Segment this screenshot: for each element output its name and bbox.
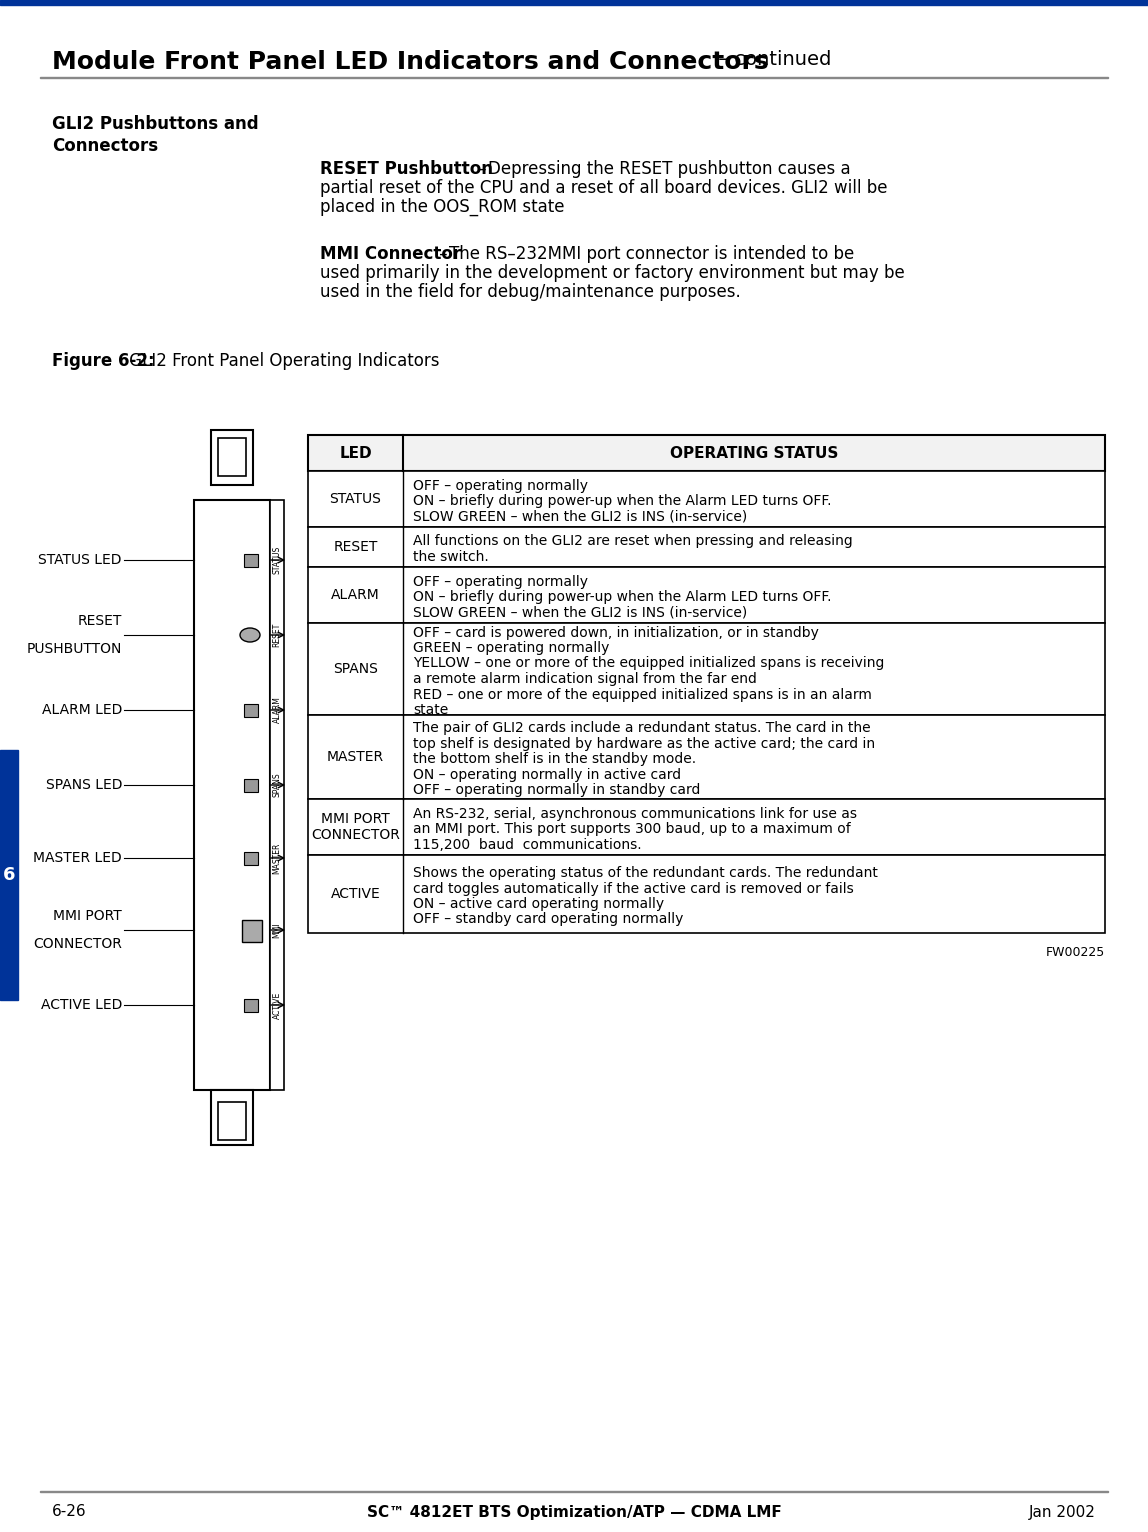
Text: All functions on the GLI2 are reset when pressing and releasing: All functions on the GLI2 are reset when… (413, 535, 853, 548)
Text: Shows the operating status of the redundant cards. The redundant: Shows the operating status of the redund… (413, 866, 878, 879)
Text: CONNECTOR: CONNECTOR (33, 938, 122, 951)
Text: RESET Pushbutton: RESET Pushbutton (320, 159, 492, 178)
Text: partial reset of the CPU and a reset of all board devices. GLI2 will be: partial reset of the CPU and a reset of … (320, 179, 887, 198)
Text: STATUS LED: STATUS LED (39, 553, 122, 567)
Text: ACTIVE LED: ACTIVE LED (40, 997, 122, 1013)
Bar (308, 855, 1106, 933)
Text: the switch.: the switch. (413, 550, 489, 564)
Text: MMI PORT
CONNECTOR: MMI PORT CONNECTOR (311, 812, 400, 843)
Text: ACTIVE: ACTIVE (272, 991, 281, 1019)
Text: SPANS: SPANS (272, 772, 281, 797)
Text: STATUS: STATUS (272, 545, 281, 574)
Text: state: state (413, 703, 448, 717)
Text: SLOW GREEN – when the GLI2 is INS (in-service): SLOW GREEN – when the GLI2 is INS (in-se… (413, 510, 747, 524)
Text: top shelf is designated by hardware as the active card; the card in: top shelf is designated by hardware as t… (413, 737, 875, 751)
Text: card toggles automatically if the active card is removed or fails: card toggles automatically if the active… (413, 881, 854, 896)
Text: RESET: RESET (272, 624, 281, 647)
Text: –: – (434, 245, 452, 264)
Text: Connectors: Connectors (52, 136, 158, 155)
Text: LED: LED (339, 446, 372, 461)
Text: 115,200  baud  communications.: 115,200 baud communications. (413, 838, 642, 852)
Text: GREEN – operating normally: GREEN – operating normally (413, 640, 610, 656)
Text: placed in the OOS_ROM state: placed in the OOS_ROM state (320, 198, 565, 216)
Bar (308, 715, 1106, 800)
Text: MMI: MMI (272, 922, 281, 938)
Text: GLI2 Pushbuttons and: GLI2 Pushbuttons and (52, 115, 258, 133)
Text: MMI Connector: MMI Connector (320, 245, 461, 264)
Text: ON – operating normally in active card: ON – operating normally in active card (413, 768, 681, 781)
Text: SPANS: SPANS (333, 662, 378, 676)
Text: ACTIVE: ACTIVE (331, 887, 380, 901)
Text: SC™ 4812ET BTS Optimization/ATP — CDMA LMF: SC™ 4812ET BTS Optimization/ATP — CDMA L… (366, 1504, 782, 1520)
Bar (245, 999, 258, 1013)
Bar (0, 751, 18, 1000)
Text: ALARM: ALARM (272, 697, 281, 723)
Text: RESET: RESET (333, 539, 378, 555)
Text: MASTER LED: MASTER LED (33, 850, 122, 866)
Text: Module Front Panel LED Indicators and Connectors: Module Front Panel LED Indicators and Co… (52, 51, 769, 74)
Text: OFF – card is powered down, in initialization, or in standby: OFF – card is powered down, in initializ… (413, 625, 819, 639)
Bar (245, 852, 258, 866)
Text: SLOW GREEN – when the GLI2 is INS (in-service): SLOW GREEN – when the GLI2 is INS (in-se… (413, 605, 747, 620)
Text: ON – briefly during power-up when the Alarm LED turns OFF.: ON – briefly during power-up when the Al… (413, 495, 831, 509)
Text: MMI PORT: MMI PORT (53, 908, 122, 922)
Text: a remote alarm indication signal from the far end: a remote alarm indication signal from th… (413, 673, 757, 686)
Text: 6: 6 (2, 866, 15, 884)
Bar (242, 921, 262, 942)
Text: OFF – operating normally in standby card: OFF – operating normally in standby card (413, 783, 700, 797)
Text: An RS-232, serial, asynchronous communications link for use as: An RS-232, serial, asynchronous communic… (413, 807, 858, 821)
Text: ON – active card operating normally: ON – active card operating normally (413, 898, 665, 912)
Bar (218, 1102, 246, 1140)
Bar (0, 0, 1148, 5)
Text: OFF – operating normally: OFF – operating normally (413, 574, 588, 588)
Bar (245, 778, 258, 792)
Text: MASTER: MASTER (272, 843, 281, 873)
Text: ON – briefly during power-up when the Alarm LED turns OFF.: ON – briefly during power-up when the Al… (413, 590, 831, 604)
Bar (308, 567, 1106, 624)
Text: Depressing the RESET pushbutton causes a: Depressing the RESET pushbutton causes a (488, 159, 851, 178)
Text: SPANS LED: SPANS LED (46, 778, 122, 792)
Bar (308, 800, 1106, 855)
Text: PUSHBUTTON: PUSHBUTTON (26, 642, 122, 656)
Text: 6-26: 6-26 (52, 1504, 86, 1520)
Text: The pair of GLI2 cards include a redundant status. The card in the: The pair of GLI2 cards include a redunda… (413, 722, 870, 735)
Text: used primarily in the development or factory environment but may be: used primarily in the development or fac… (320, 264, 905, 282)
Bar (245, 705, 258, 717)
Bar (308, 624, 1106, 715)
Text: RESET: RESET (78, 614, 122, 628)
Bar (245, 555, 258, 567)
Bar (194, 499, 270, 1089)
Bar (270, 499, 284, 1089)
Text: OPERATING STATUS: OPERATING STATUS (669, 446, 838, 461)
Text: The RS–232MMI port connector is intended to be: The RS–232MMI port connector is intended… (449, 245, 854, 264)
Text: Jan 2002: Jan 2002 (1029, 1504, 1096, 1520)
Text: OFF – standby card operating normally: OFF – standby card operating normally (413, 913, 683, 927)
Ellipse shape (240, 628, 259, 642)
Bar (308, 435, 1106, 470)
Text: –: – (473, 159, 491, 178)
Text: ALARM: ALARM (331, 588, 380, 602)
Text: an MMI port. This port supports 300 baud, up to a maximum of: an MMI port. This port supports 300 baud… (413, 823, 851, 836)
Text: GLI2 Front Panel Operating Indicators: GLI2 Front Panel Operating Indicators (124, 352, 440, 371)
Text: YELLOW – one or more of the equipped initialized spans is receiving: YELLOW – one or more of the equipped ini… (413, 657, 884, 671)
Bar (211, 430, 253, 486)
Text: ALARM LED: ALARM LED (41, 703, 122, 717)
Text: Figure 6-2:: Figure 6-2: (52, 352, 155, 371)
Text: OFF – operating normally: OFF – operating normally (413, 478, 588, 493)
Bar (211, 1089, 253, 1144)
Bar (308, 527, 1106, 567)
Bar (218, 438, 246, 476)
Text: used in the field for debug/maintenance purposes.: used in the field for debug/maintenance … (320, 283, 740, 300)
Text: – continued: – continued (712, 51, 831, 69)
Text: the bottom shelf is in the standby mode.: the bottom shelf is in the standby mode. (413, 752, 696, 766)
Text: RED – one or more of the equipped initialized spans is in an alarm: RED – one or more of the equipped initia… (413, 688, 871, 702)
Text: STATUS: STATUS (329, 492, 381, 506)
Bar (308, 470, 1106, 527)
Text: MASTER: MASTER (327, 751, 385, 764)
Text: FW00225: FW00225 (1046, 947, 1106, 959)
